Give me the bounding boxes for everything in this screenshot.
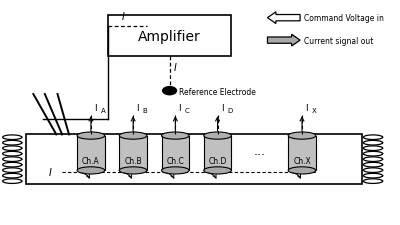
Text: Ch.C: Ch.C	[166, 156, 184, 165]
Text: Ch.D: Ch.D	[208, 156, 227, 165]
Ellipse shape	[204, 132, 231, 140]
Bar	[26, 135, 362, 184]
Text: ...: ...	[254, 145, 266, 158]
Text: Ch.B: Ch.B	[124, 156, 142, 165]
Bar	[288, 136, 316, 171]
Ellipse shape	[288, 167, 316, 174]
Text: I: I	[136, 104, 139, 112]
Ellipse shape	[77, 167, 105, 174]
Text: B: B	[143, 107, 148, 113]
Text: Reference Electrode: Reference Electrode	[179, 87, 256, 96]
Text: Ch.A: Ch.A	[82, 156, 100, 165]
Text: X: X	[312, 107, 316, 113]
Ellipse shape	[119, 167, 147, 174]
Bar	[162, 136, 189, 171]
Ellipse shape	[204, 167, 231, 174]
Text: I: I	[221, 104, 223, 112]
Ellipse shape	[119, 132, 147, 140]
FancyBboxPatch shape	[108, 16, 231, 57]
Text: Current signal out: Current signal out	[304, 36, 373, 45]
Text: C: C	[185, 107, 190, 113]
Text: Amplifier: Amplifier	[138, 29, 201, 43]
Ellipse shape	[162, 167, 189, 174]
Text: I: I	[305, 104, 308, 112]
Text: Command Voltage in: Command Voltage in	[304, 14, 384, 23]
Text: I: I	[122, 12, 125, 22]
FancyArrow shape	[268, 35, 300, 47]
Text: I: I	[94, 104, 96, 112]
Text: Ch.X: Ch.X	[293, 156, 311, 165]
Text: I: I	[178, 104, 181, 112]
FancyArrow shape	[268, 13, 300, 24]
Text: D: D	[227, 107, 232, 113]
Ellipse shape	[162, 132, 189, 140]
Circle shape	[163, 87, 176, 95]
Ellipse shape	[77, 132, 105, 140]
Bar	[77, 136, 105, 171]
Text: I: I	[49, 167, 52, 177]
Text: A: A	[100, 107, 105, 113]
Bar	[204, 136, 231, 171]
Bar	[119, 136, 147, 171]
Ellipse shape	[288, 132, 316, 140]
Text: I: I	[174, 62, 177, 72]
